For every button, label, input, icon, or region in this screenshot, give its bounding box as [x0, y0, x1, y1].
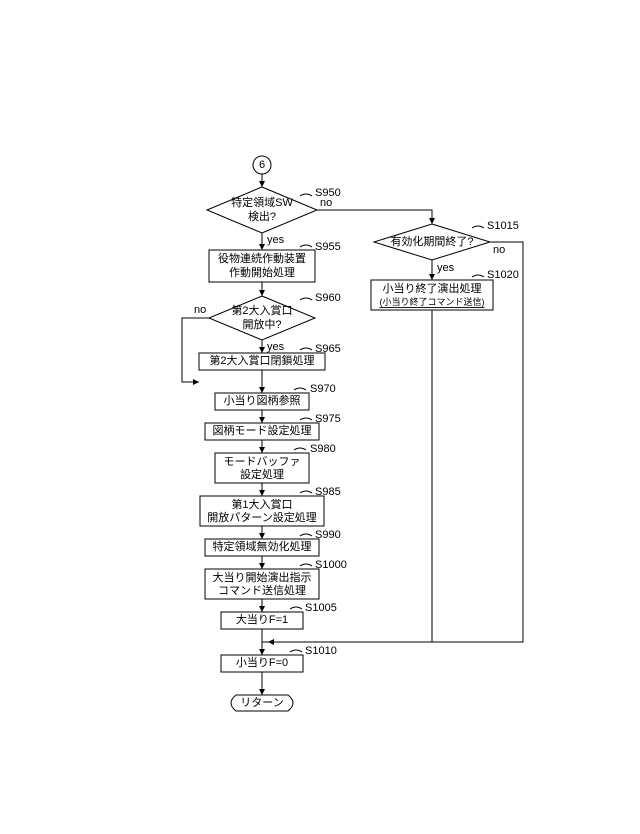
step-b11: S1020 — [487, 269, 519, 281]
b7-l1: 特定領域無効化処理 — [213, 539, 312, 553]
d1-yes: yes — [267, 234, 285, 246]
step-b4: S975 — [315, 413, 341, 425]
decision-d1 — [207, 187, 317, 233]
b5-l1: モードバッファ — [224, 455, 301, 468]
d1-no: no — [320, 197, 332, 209]
step-b5: S980 — [310, 443, 336, 455]
step-d2: S960 — [315, 292, 341, 304]
decision-d1-l1: 特定領域SW — [231, 195, 293, 209]
d2-l2: 開放中? — [242, 317, 281, 331]
b6-l2: 開放パターン設定処理 — [207, 510, 316, 524]
step-b3: S970 — [310, 383, 336, 395]
step-b8: S1000 — [315, 559, 347, 571]
b9-l1: 大当りF=1 — [236, 612, 288, 626]
b3-l1: 小当り図柄参照 — [224, 393, 301, 407]
b2-l1: 第2大入賞口閉鎖処理 — [209, 353, 314, 367]
b11-l2: (小当り終了コマンド送信) — [380, 296, 485, 307]
decision-d2 — [209, 296, 315, 340]
step-b9: S1005 — [305, 602, 337, 614]
b10-l1: 小当りF=0 — [236, 655, 288, 669]
d2-l1: 第2大入賞口 — [231, 303, 292, 317]
step-b7: S990 — [315, 529, 341, 541]
d2-no: no — [194, 304, 206, 316]
decision-d1-l2: 検出? — [248, 209, 276, 223]
b1-l1: 役物連続作動装置 — [218, 251, 306, 265]
d3-l1: 有効化期間終了? — [390, 234, 473, 248]
b5-l2: 設定処理 — [240, 467, 284, 481]
step-d3: S1015 — [487, 220, 519, 232]
d2-yes: yes — [267, 341, 285, 353]
b8-l2: コマンド送信処理 — [218, 583, 306, 597]
return-label: リターン — [240, 696, 283, 709]
b1-l2: 作動開始処理 — [229, 265, 295, 279]
b4-l1: 図柄モード設定処理 — [213, 423, 312, 437]
step-b6: S985 — [315, 486, 341, 498]
flowchart: 6 特定領域SW 検出? S950 yes no 役物連続作動装置 作動開始処理… — [0, 0, 640, 834]
connector-start-label: 6 — [259, 159, 265, 171]
step-b10: S1010 — [305, 645, 337, 657]
b6-l1: 第1大入賞口 — [231, 497, 292, 511]
b8-l1: 大当り開始演出指示 — [213, 570, 312, 584]
b11-l1: 小当り終了演出処理 — [383, 281, 482, 295]
d3-yes: yes — [437, 262, 455, 274]
step-b1: S955 — [315, 241, 341, 253]
d3-no: no — [493, 244, 505, 256]
step-b2: S965 — [315, 343, 341, 355]
